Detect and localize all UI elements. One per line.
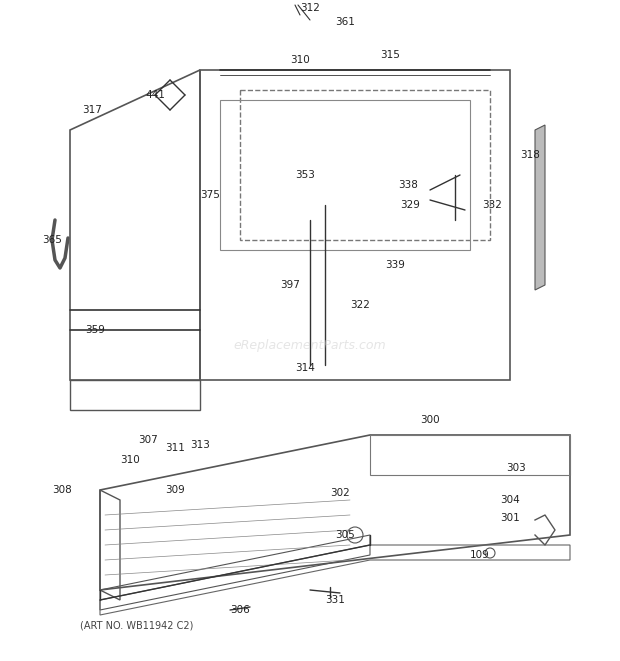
- Text: 313: 313: [190, 440, 210, 450]
- Text: 314: 314: [295, 363, 315, 373]
- Text: 304: 304: [500, 495, 520, 505]
- Text: 353: 353: [295, 170, 315, 180]
- Text: 317: 317: [82, 105, 102, 115]
- Text: 375: 375: [200, 190, 220, 200]
- Text: 109: 109: [470, 550, 490, 560]
- Text: 301: 301: [500, 513, 520, 523]
- Text: 359: 359: [85, 325, 105, 335]
- Text: (ART NO. WB11942 C2): (ART NO. WB11942 C2): [80, 620, 193, 630]
- Text: 441: 441: [145, 90, 165, 100]
- Text: 331: 331: [325, 595, 345, 605]
- Text: 310: 310: [290, 55, 310, 65]
- Text: 312: 312: [300, 3, 320, 13]
- Text: 306: 306: [230, 605, 250, 615]
- Text: 329: 329: [400, 200, 420, 210]
- Text: 318: 318: [520, 150, 540, 160]
- Text: 307: 307: [138, 435, 158, 445]
- Text: 309: 309: [165, 485, 185, 495]
- Text: 300: 300: [420, 415, 440, 425]
- Text: 332: 332: [482, 200, 502, 210]
- Text: 322: 322: [350, 300, 370, 310]
- Text: 315: 315: [380, 50, 400, 60]
- Polygon shape: [535, 125, 545, 290]
- Text: 305: 305: [335, 530, 355, 540]
- Text: 308: 308: [52, 485, 72, 495]
- Text: 365: 365: [42, 235, 62, 245]
- Text: eReplacementParts.com: eReplacementParts.com: [234, 338, 386, 352]
- Text: 311: 311: [165, 443, 185, 453]
- Text: 338: 338: [398, 180, 418, 190]
- Text: 339: 339: [385, 260, 405, 270]
- Text: 397: 397: [280, 280, 300, 290]
- Text: 361: 361: [335, 17, 355, 27]
- Text: 302: 302: [330, 488, 350, 498]
- Text: 310: 310: [120, 455, 140, 465]
- Text: 303: 303: [506, 463, 526, 473]
